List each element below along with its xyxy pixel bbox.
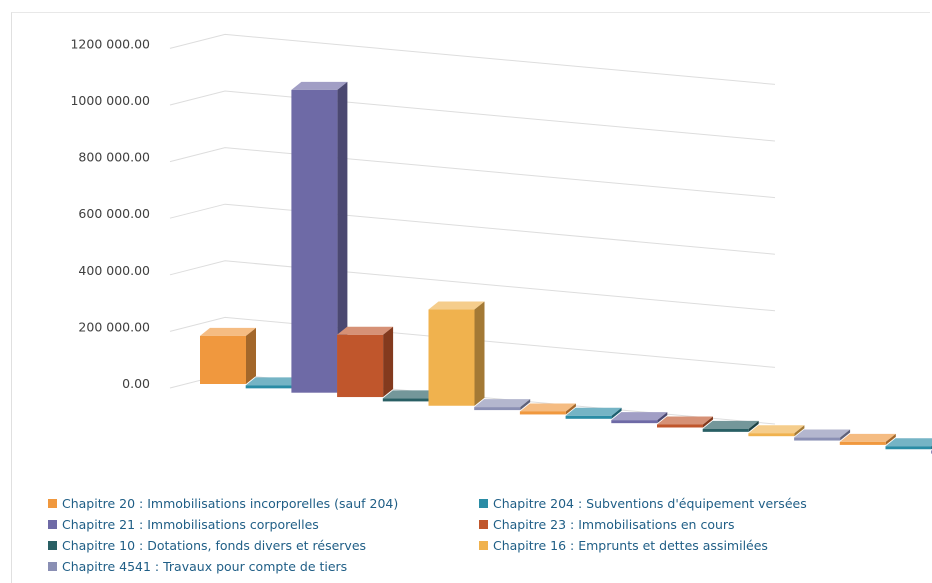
- bar-front-face: [200, 336, 246, 384]
- legend-item: Chapitre 21 : Immobilisations corporelle…: [48, 517, 319, 532]
- gridline: [170, 34, 775, 84]
- legend-label: Chapitre 23 : Immobilisations en cours: [493, 517, 735, 532]
- bar: [657, 417, 713, 428]
- legend-item: Chapitre 4541 : Travaux pour compte de t…: [48, 559, 347, 574]
- legend-item: Chapitre 204 : Subventions d'équipement …: [479, 496, 807, 511]
- legend-swatch: [48, 499, 57, 508]
- legend-label: Chapitre 10 : Dotations, fonds divers et…: [62, 538, 366, 553]
- y-tick-label: 200 000.00: [78, 319, 150, 334]
- legend-item: Chapitre 16 : Emprunts et dettes assimil…: [479, 538, 768, 553]
- bar: [794, 430, 850, 441]
- legend-swatch: [479, 541, 488, 550]
- bar-front-face: [246, 385, 292, 388]
- bar-front-face: [657, 425, 703, 428]
- legend-label: Chapitre 20 : Immobilisations incorporel…: [62, 496, 398, 511]
- bar-side-face: [246, 328, 256, 384]
- legend-swatch: [479, 520, 488, 529]
- legend-swatch: [48, 541, 57, 550]
- y-tick-label: 1000 000.00: [70, 93, 150, 108]
- bar-side-face: [475, 302, 485, 406]
- bar: [474, 399, 530, 410]
- bar-front-face: [291, 90, 337, 393]
- y-axis-ticks: 0.00 200 000.00 400 000.00 600 000.00 800 00…: [70, 36, 150, 391]
- legend-item: Chapitre 20 : Immobilisations incorporel…: [48, 496, 398, 511]
- legend-swatch: [48, 562, 57, 571]
- legend-item: Chapitre 10 : Dotations, fonds divers et…: [48, 538, 366, 553]
- bar: [566, 408, 622, 419]
- gridline: [170, 204, 775, 254]
- y-tick-label: 600 000.00: [78, 206, 150, 221]
- bar-front-face: [794, 438, 840, 441]
- bar: [748, 425, 804, 436]
- bar: [840, 434, 896, 445]
- bar-front-face: [611, 420, 657, 423]
- bar: [886, 438, 932, 449]
- bar-front-face: [383, 398, 429, 401]
- bars: [200, 82, 932, 471]
- bar-chart-3d: 0.00 200 000.00 400 000.00 600 000.00 800 00…: [0, 0, 932, 490]
- bar-front-face: [520, 411, 566, 414]
- legend-swatch: [479, 499, 488, 508]
- bar: [611, 412, 667, 423]
- bar: [703, 421, 759, 432]
- bar-front-face: [748, 433, 794, 436]
- bar-side-face: [383, 327, 393, 397]
- bar-front-face: [840, 442, 886, 445]
- bar-front-face: [429, 310, 475, 406]
- gridline: [170, 91, 775, 141]
- gridline: [170, 148, 775, 198]
- legend-label: Chapitre 4541 : Travaux pour compte de t…: [62, 559, 347, 574]
- legend-item: Chapitre 23 : Immobilisations en cours: [479, 517, 735, 532]
- bar-front-face: [474, 407, 520, 410]
- bar: [200, 328, 256, 384]
- bar: [429, 302, 485, 406]
- legend-label: Chapitre 21 : Immobilisations corporelle…: [62, 517, 319, 532]
- bar: [337, 327, 393, 397]
- legend-swatch: [48, 520, 57, 529]
- legend-label: Chapitre 16 : Emprunts et dettes assimil…: [493, 538, 768, 553]
- bar-front-face: [566, 416, 612, 419]
- bar-front-face: [337, 335, 383, 397]
- bar: [520, 403, 576, 414]
- bar-front-face: [886, 446, 932, 449]
- legend-label: Chapitre 204 : Subventions d'équipement …: [493, 496, 807, 511]
- bar-front-face: [703, 429, 749, 432]
- y-tick-label: 800 000.00: [78, 150, 150, 165]
- y-tick-label: 0.00: [122, 376, 150, 391]
- y-tick-label: 1200 000.00: [70, 36, 150, 51]
- y-tick-label: 400 000.00: [78, 263, 150, 278]
